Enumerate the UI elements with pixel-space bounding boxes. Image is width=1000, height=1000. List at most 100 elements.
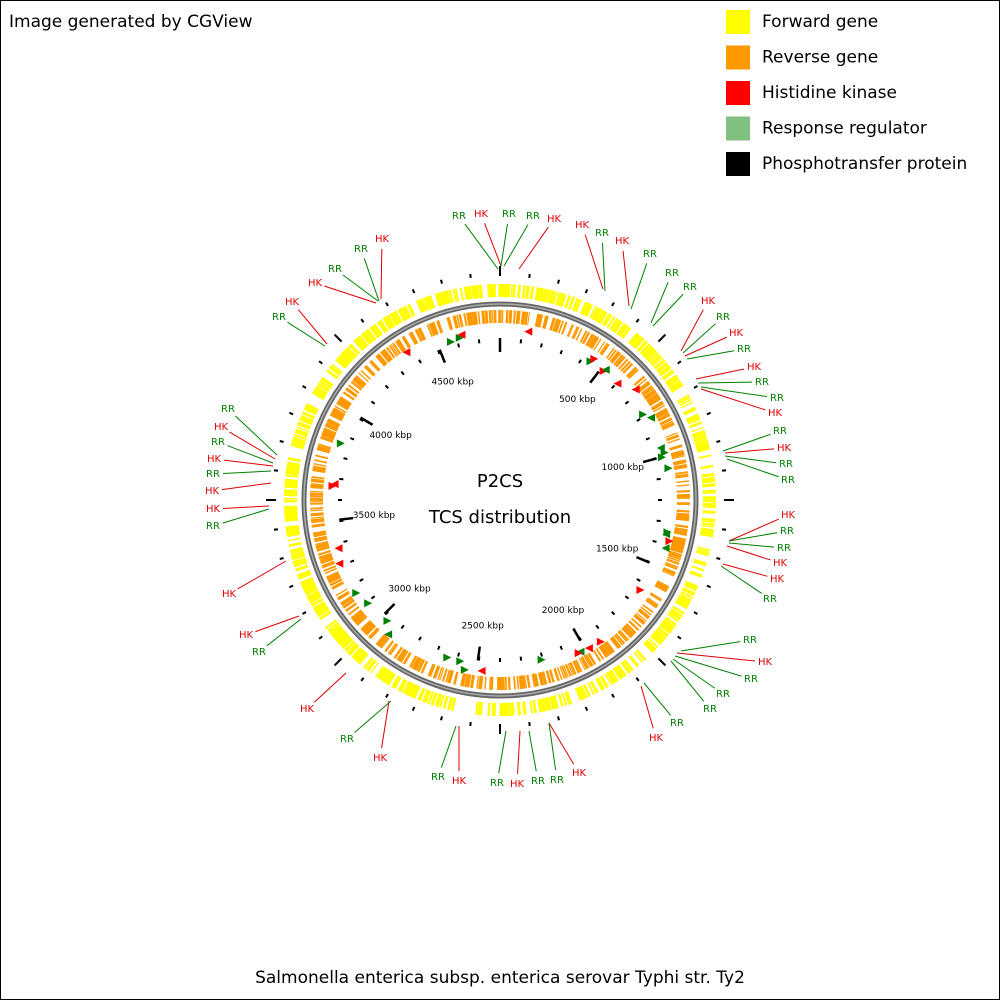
gene — [682, 586, 696, 595]
gene — [428, 295, 435, 309]
gene — [694, 436, 707, 442]
gene — [382, 317, 392, 330]
gene — [345, 387, 358, 398]
gene — [618, 358, 629, 370]
gene — [310, 507, 324, 509]
feature-line — [440, 725, 457, 768]
gene — [448, 670, 454, 684]
gene — [327, 621, 339, 632]
tcs-gene — [584, 644, 593, 653]
gene — [346, 642, 358, 655]
gene — [532, 673, 538, 687]
feature-line — [498, 730, 507, 774]
gene — [617, 631, 628, 642]
feature-line — [528, 730, 537, 772]
gene — [671, 452, 685, 459]
gene — [626, 366, 637, 377]
gene — [636, 612, 647, 622]
gene — [539, 672, 545, 686]
gene — [510, 284, 514, 298]
gene — [560, 665, 568, 679]
gene — [593, 308, 601, 321]
gene — [685, 580, 699, 588]
feature-label: RR — [211, 437, 225, 448]
gene — [304, 585, 317, 594]
gene — [411, 656, 419, 669]
gene — [657, 657, 667, 667]
gene — [362, 331, 373, 344]
gene — [656, 411, 669, 419]
gene — [310, 480, 324, 484]
scale-label: 500 kbp — [559, 395, 596, 405]
gene — [611, 384, 616, 389]
gene — [441, 668, 448, 682]
tcs-gene — [446, 337, 455, 346]
gene — [376, 354, 387, 366]
gene — [391, 311, 401, 325]
gene — [611, 302, 615, 307]
feature-label: RR — [773, 426, 787, 437]
gene — [706, 584, 712, 589]
feature-line — [381, 700, 390, 749]
gene — [616, 323, 626, 336]
gene — [686, 413, 699, 421]
gene — [354, 650, 365, 661]
gene — [358, 372, 369, 383]
gene — [674, 528, 688, 533]
gene — [552, 318, 559, 332]
feature-line — [684, 336, 728, 357]
gene — [463, 313, 467, 327]
gene — [329, 624, 342, 635]
gene — [653, 404, 666, 413]
feature-label: RR — [531, 776, 545, 787]
gene — [701, 519, 715, 523]
gene — [284, 515, 298, 520]
gene — [702, 517, 716, 522]
gene — [403, 652, 412, 665]
gene — [325, 619, 338, 629]
gene — [542, 315, 547, 329]
gene — [415, 300, 424, 314]
gene — [664, 616, 677, 626]
gene — [479, 675, 484, 690]
gene — [683, 407, 696, 415]
gene — [288, 411, 294, 416]
gene — [397, 648, 407, 662]
scale-label: 1500 kbp — [596, 545, 639, 555]
gene — [375, 633, 386, 646]
gene — [346, 347, 357, 358]
tcs-gene — [601, 365, 610, 374]
gene — [425, 296, 433, 310]
gene — [536, 314, 541, 328]
gene — [293, 433, 307, 440]
feature-label: HK — [510, 779, 525, 790]
gene — [634, 614, 646, 624]
feature-line — [728, 518, 780, 542]
gene — [420, 660, 429, 674]
gene — [667, 554, 681, 561]
gene — [491, 310, 494, 324]
gene — [442, 695, 449, 709]
gene — [359, 416, 374, 426]
gene — [611, 319, 621, 332]
gene — [675, 517, 690, 522]
gene — [303, 584, 317, 593]
gene — [458, 314, 463, 328]
gene — [314, 459, 328, 464]
gene — [594, 308, 603, 322]
feature-line — [726, 545, 771, 561]
gene — [665, 374, 678, 385]
gene — [656, 626, 669, 638]
gene — [672, 536, 687, 541]
gene — [589, 680, 599, 694]
gene — [457, 652, 461, 657]
gene — [313, 532, 327, 538]
gene — [522, 675, 526, 689]
gene — [331, 627, 344, 637]
gene — [680, 401, 693, 409]
gene — [676, 515, 690, 520]
gene — [462, 673, 467, 687]
gene — [383, 670, 392, 683]
feature-label: RR — [340, 734, 354, 745]
gene — [302, 581, 316, 590]
